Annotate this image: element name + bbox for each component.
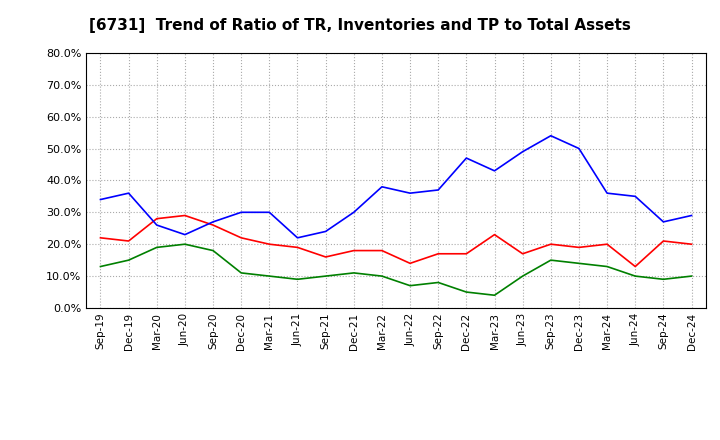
- Trade Payables: [659, 277, 667, 282]
- Inventories: [181, 232, 189, 237]
- Inventories: [321, 229, 330, 234]
- Trade Receivables: [687, 242, 696, 247]
- Trade Receivables: [546, 242, 555, 247]
- Inventories: [631, 194, 639, 199]
- Trade Payables: [293, 277, 302, 282]
- Trade Receivables: [377, 248, 386, 253]
- Inventories: [209, 219, 217, 224]
- Trade Payables: [265, 273, 274, 279]
- Trade Receivables: [321, 254, 330, 260]
- Trade Receivables: [603, 242, 611, 247]
- Trade Receivables: [631, 264, 639, 269]
- Trade Receivables: [125, 238, 133, 244]
- Inventories: [125, 191, 133, 196]
- Trade Payables: [687, 273, 696, 279]
- Trade Receivables: [518, 251, 527, 257]
- Trade Payables: [631, 273, 639, 279]
- Inventories: [462, 155, 471, 161]
- Trade Payables: [490, 293, 499, 298]
- Inventories: [687, 213, 696, 218]
- Trade Payables: [406, 283, 415, 288]
- Trade Receivables: [237, 235, 246, 240]
- Inventories: [518, 149, 527, 154]
- Trade Payables: [96, 264, 105, 269]
- Inventories: [96, 197, 105, 202]
- Trade Receivables: [293, 245, 302, 250]
- Trade Receivables: [181, 213, 189, 218]
- Trade Payables: [462, 290, 471, 295]
- Trade Receivables: [153, 216, 161, 221]
- Trade Payables: [237, 270, 246, 275]
- Text: [6731]  Trend of Ratio of TR, Inventories and TP to Total Assets: [6731] Trend of Ratio of TR, Inventories…: [89, 18, 631, 33]
- Inventories: [265, 210, 274, 215]
- Trade Payables: [181, 242, 189, 247]
- Trade Receivables: [490, 232, 499, 237]
- Inventories: [546, 133, 555, 139]
- Trade Receivables: [659, 238, 667, 244]
- Trade Payables: [434, 280, 443, 285]
- Trade Receivables: [349, 248, 358, 253]
- Trade Receivables: [209, 223, 217, 228]
- Trade Receivables: [462, 251, 471, 257]
- Trade Payables: [518, 273, 527, 279]
- Inventories: [659, 219, 667, 224]
- Inventories: [490, 168, 499, 173]
- Trade Payables: [575, 260, 583, 266]
- Trade Receivables: [406, 260, 415, 266]
- Trade Payables: [125, 257, 133, 263]
- Trade Payables: [546, 257, 555, 263]
- Inventories: [575, 146, 583, 151]
- Trade Payables: [209, 248, 217, 253]
- Trade Payables: [321, 273, 330, 279]
- Inventories: [603, 191, 611, 196]
- Inventories: [237, 210, 246, 215]
- Inventories: [153, 223, 161, 228]
- Trade Payables: [153, 245, 161, 250]
- Line: Trade Payables: Trade Payables: [101, 244, 691, 295]
- Inventories: [293, 235, 302, 240]
- Trade Payables: [603, 264, 611, 269]
- Trade Payables: [349, 270, 358, 275]
- Trade Receivables: [575, 245, 583, 250]
- Trade Receivables: [265, 242, 274, 247]
- Inventories: [406, 191, 415, 196]
- Line: Inventories: Inventories: [101, 136, 691, 238]
- Inventories: [349, 210, 358, 215]
- Trade Receivables: [96, 235, 105, 240]
- Trade Payables: [377, 273, 386, 279]
- Inventories: [377, 184, 386, 189]
- Trade Receivables: [434, 251, 443, 257]
- Inventories: [434, 187, 443, 193]
- Line: Trade Receivables: Trade Receivables: [101, 216, 691, 267]
